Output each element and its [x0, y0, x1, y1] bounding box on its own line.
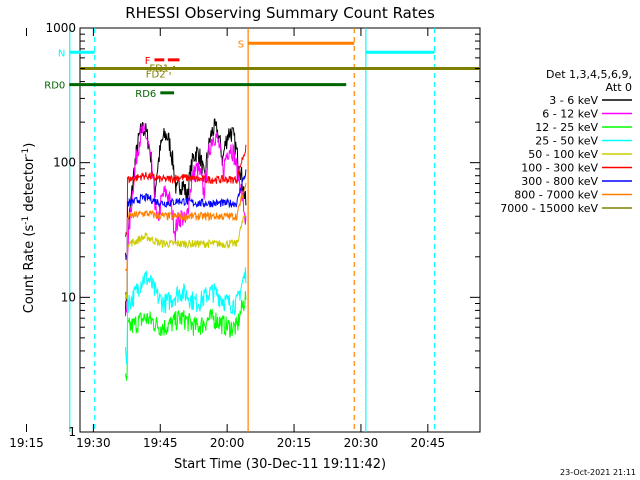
series-line-3	[125, 267, 247, 365]
flag-label-fd2: FD2	[146, 69, 166, 80]
legend-label-0: 3 - 6 keV	[549, 94, 598, 107]
legend-label-8: 7000 - 15000 keV	[500, 202, 598, 215]
legend-header-1: Att 0	[606, 81, 632, 94]
flag-label-fd1: FD1	[149, 63, 169, 74]
vertical-markers	[69, 28, 436, 432]
legend-header-0: Det 1,3,4,5,6,9,	[546, 68, 632, 81]
y-axis-label-end: )	[22, 143, 37, 148]
x-tick-label-6: 20:45	[411, 436, 446, 450]
y-tick-label-0: 1	[68, 425, 76, 439]
x-tick-label-3: 20:00	[210, 436, 245, 450]
flag-label-rd0: RD0	[44, 81, 65, 92]
chart-title: RHESSI Observing Summary Count Rates	[125, 4, 435, 22]
axes-layer: 19:15 19:30 19:45 20:00 20:15 20:30 20:45 1 10 10…	[9, 21, 480, 450]
y-tick-label-3: 1000	[45, 21, 76, 35]
y-axis-label: Count Rate (s-1 detector-1)	[21, 143, 37, 314]
legend-label-6: 300 - 800 keV	[521, 175, 598, 188]
series-line-7	[125, 182, 247, 272]
y-axis-label-main: Count Rate (s	[22, 225, 37, 314]
legend-label-4: 50 - 100 keV	[528, 148, 598, 161]
flag-label-f: F	[145, 56, 151, 67]
x-tick-label-4: 20:15	[277, 436, 312, 450]
y-axis-label-sup1: -1	[21, 216, 31, 225]
flag-label-n: N	[58, 48, 65, 59]
x-tick-label-0: 19:15	[9, 436, 44, 450]
x-tick-label-5: 20:30	[344, 436, 379, 450]
legend-label-3: 25 - 50 keV	[535, 135, 598, 148]
legend-label-2: 12 - 25 keV	[535, 121, 598, 134]
legend-label-7: 800 - 7000 keV	[514, 189, 598, 202]
plot-border	[79, 27, 481, 433]
legend-label-1: 6 - 12 keV	[542, 108, 598, 121]
footer-timestamp: 23-Oct-2021 21:11	[560, 468, 636, 477]
series-layer	[80, 67, 480, 381]
x-tick-label-1: 19:30	[76, 436, 111, 450]
x-axis-label: Start Time (30-Dec-11 19:11:42)	[174, 457, 386, 472]
series-line-4	[125, 214, 247, 302]
series-line-6	[125, 169, 247, 260]
flag-label-s: S	[238, 39, 244, 50]
series-line-5	[125, 144, 247, 238]
series-line-0	[125, 118, 247, 316]
flag-label-rd6: RD6	[135, 89, 156, 100]
x-tick-label-2: 19:45	[143, 436, 178, 450]
series-line-2	[125, 291, 247, 381]
legend-label-5: 100 - 300 keV	[521, 162, 598, 175]
y-tick-label-2: 100	[53, 156, 76, 170]
y-axis-label-mid: detector	[22, 156, 37, 216]
y-axis-label-sup2: -1	[21, 148, 31, 157]
y-tick-label-1: 10	[61, 290, 76, 304]
plot-frame	[79, 27, 481, 433]
